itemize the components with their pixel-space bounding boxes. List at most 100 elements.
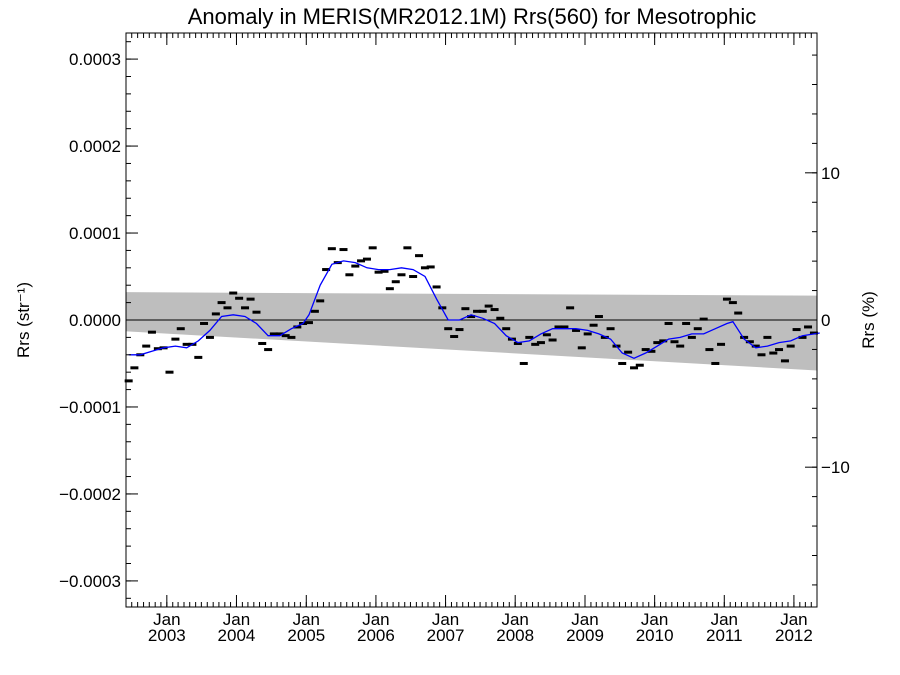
anomaly-point [478,309,487,313]
anomaly-point [653,341,662,345]
anomaly-point [391,280,400,284]
anomaly-point [763,335,772,339]
anomaly-point [705,348,714,352]
anomaly-point [339,248,348,252]
anomaly-point [322,268,331,272]
x-axis: Jan2003Jan2004Jan2005Jan2006Jan2007Jan20… [125,33,818,645]
uncertainty-band-area [126,292,817,371]
anomaly-point [124,379,133,383]
anomaly-point [455,328,464,332]
anomaly-point [281,334,290,338]
anomaly-point [461,307,470,311]
x-tick-month-label: Jan [432,610,459,629]
anomaly-point [769,351,778,355]
y-tick-label-right: −10 [821,458,850,477]
y-tick-label-left: −0.0002 [59,485,121,504]
anomaly-point [676,344,685,348]
x-tick-year-label: 2007 [427,626,465,645]
anomaly-point [327,247,336,251]
x-tick-month-label: Jan [711,610,738,629]
anomaly-point [142,344,151,348]
x-tick-month-label: Jan [571,610,598,629]
anomaly-point [351,264,360,268]
anomaly-point [687,335,696,339]
anomaly-point [664,321,673,325]
anomaly-point [525,335,534,339]
anomaly-point [722,297,731,301]
anomaly-point [594,315,603,319]
anomaly-point [786,344,795,348]
anomaly-point [717,342,726,346]
anomaly-point [182,342,191,346]
anomaly-point [420,266,429,270]
anomaly-point [572,328,581,332]
anomaly-point [757,353,766,357]
anomaly-point [415,254,424,258]
anomaly-point [670,340,679,344]
x-tick-year-label: 2012 [775,626,813,645]
anomaly-point [176,327,185,331]
anomaly-point [432,285,441,289]
anomaly-point [542,333,551,337]
anomaly-point [647,349,656,353]
anomaly-point [711,361,720,365]
x-tick-year-label: 2011 [706,626,743,645]
y-tick-label-left: 0.0002 [69,137,121,156]
anomaly-point [740,335,749,339]
anomaly-point [450,335,459,339]
anomaly-point [554,325,563,329]
anomaly-point [548,338,557,342]
anomaly-point [241,306,250,310]
anomaly-point [368,246,377,250]
anomaly-point [513,341,522,345]
anomaly-point [264,348,273,352]
anomaly-point [229,291,238,295]
uncertainty-band [126,292,817,371]
running-mean-line [128,260,820,360]
anomaly-point [490,308,499,312]
anomaly-point [171,337,180,341]
anomaly-point [409,275,418,279]
anomaly-point [269,332,278,336]
x-tick-year-label: 2009 [566,626,604,645]
anomaly-point [798,335,807,339]
x-tick-month-label: Jan [501,610,528,629]
x-tick-year-label: 2004 [218,626,256,645]
anomaly-point [235,296,244,300]
anomaly-point [362,257,371,261]
anomaly-point [258,341,267,345]
y-tick-label-left: 0.0001 [69,224,121,243]
anomaly-point [728,301,737,305]
anomaly-point [496,316,505,320]
anomaly-point [200,321,209,325]
anomaly-point [223,306,232,310]
anomaly-point [630,366,639,370]
anomaly-point [560,325,569,329]
anomaly-point [205,335,214,339]
y-tick-label-right: 0 [821,311,830,330]
anomaly-point [403,246,412,250]
anomaly-point [606,327,615,331]
x-tick-month-label: Jan [641,610,668,629]
anomaly-point [745,340,754,344]
anomaly-point [130,366,139,370]
anomaly-point [519,361,528,365]
anomaly-point [804,325,813,329]
anomaly-point [275,332,284,336]
x-tick-year-label: 2006 [357,626,395,645]
anomaly-point [809,331,818,335]
anomaly-point [345,273,354,277]
x-tick-month-label: Jan [780,610,807,629]
chart-title: Anomaly in MERIS(MR2012.1M) Rrs(560) for… [188,4,757,29]
anomaly-point [734,311,743,315]
running-mean-series [128,260,820,360]
x-tick-month-label: Jan [153,610,180,629]
anomaly-point [659,339,668,343]
x-tick-year-label: 2003 [148,626,186,645]
anomaly-point [682,321,691,325]
anomaly-point [624,350,633,354]
anomaly-point [751,344,760,348]
x-tick-month-label: Jan [223,610,250,629]
anomaly-point [153,347,162,351]
